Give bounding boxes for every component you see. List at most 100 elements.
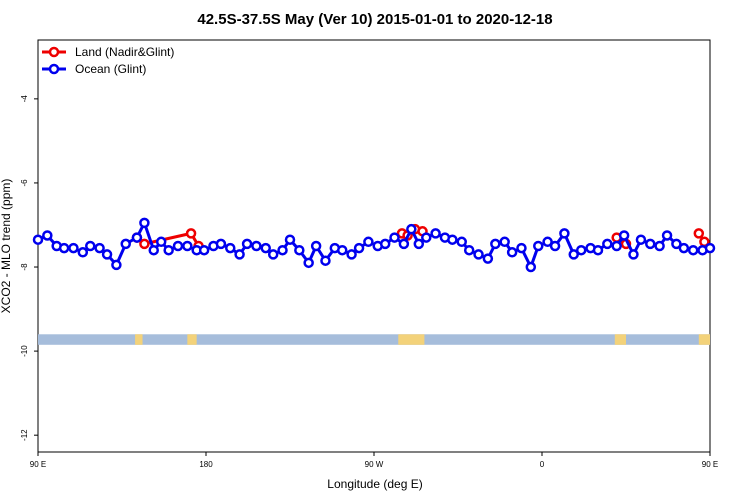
ocean-point	[525, 261, 537, 273]
x-tick-label: 90 E	[30, 460, 46, 469]
ocean-point	[241, 238, 253, 250]
ocean-point	[101, 249, 113, 260]
ocean-point	[131, 232, 143, 243]
ocean-point	[447, 234, 458, 245]
ocean-point	[592, 244, 604, 256]
ocean-point	[645, 238, 656, 250]
x-axis-label: Longitude (deg E)	[327, 477, 422, 491]
ocean-point	[421, 232, 432, 243]
ocean-point	[251, 240, 262, 252]
legend-marker-land	[48, 46, 60, 58]
legend: Land (Nadir&Glint) Ocean (Glint)	[42, 45, 174, 76]
land-band-segment	[187, 334, 197, 345]
ocean-point	[516, 242, 527, 254]
ocean-point	[575, 244, 587, 256]
ocean-point	[337, 244, 348, 256]
ocean-point	[413, 238, 425, 250]
legend-label-land: Land (Nadir&Glint)	[75, 45, 174, 59]
ocean-point	[94, 242, 105, 254]
ocean-point	[225, 242, 236, 254]
ocean-point	[172, 240, 184, 252]
legend-label-ocean: Ocean (Glint)	[75, 62, 146, 76]
ocean-point	[163, 244, 174, 256]
y-tick-label: -10	[20, 345, 29, 357]
y-axis-label: XCO2 - MLO trend (ppm)	[0, 179, 13, 314]
ocean-point	[353, 242, 365, 254]
ocean-point	[456, 236, 467, 248]
ocean-point	[310, 240, 322, 252]
ocean-point	[303, 257, 314, 269]
ocean-point	[661, 230, 673, 241]
ocean-point	[678, 242, 690, 254]
y-tick-label: -6	[20, 179, 29, 187]
ocean-point	[430, 228, 441, 239]
ocean-point	[618, 230, 630, 241]
land-band-segment	[135, 334, 143, 345]
ocean-point	[568, 249, 579, 260]
ocean-point	[499, 236, 510, 248]
ocean-point	[704, 242, 716, 254]
axes: 90 E 180 90 W 0 90 E -4 -6 -8 -10 -12	[20, 95, 718, 469]
ocean-point	[628, 249, 639, 260]
ocean-point	[85, 240, 96, 252]
ocean-band	[38, 334, 710, 345]
ocean-point	[406, 223, 417, 235]
ocean-point	[611, 240, 622, 252]
ocean-point	[277, 244, 288, 256]
series-layer	[32, 217, 716, 273]
ocean-point	[155, 236, 167, 248]
ocean-point	[542, 236, 553, 248]
x-tick-label: 90 E	[702, 460, 718, 469]
ocean-point	[346, 249, 357, 260]
legend-marker-ocean	[48, 63, 60, 75]
ocean-point	[111, 259, 122, 271]
ocean-point	[234, 249, 245, 260]
ocean-point	[294, 244, 305, 256]
land-point	[693, 228, 705, 239]
ocean-point	[260, 242, 271, 254]
x-tick-label: 90 W	[365, 460, 384, 469]
y-tick-label: -12	[20, 429, 29, 441]
ocean-point	[379, 238, 391, 250]
ocean-point	[687, 244, 699, 256]
ocean-point	[198, 244, 210, 256]
ocean-point	[284, 234, 296, 245]
ocean-point	[182, 240, 193, 252]
y-tick-label: -4	[20, 95, 29, 103]
ocean-point	[215, 238, 227, 250]
ocean-point	[267, 249, 279, 260]
ocean-point	[32, 234, 44, 245]
land-band-segment	[614, 334, 626, 345]
land-band-segment	[398, 334, 425, 345]
land-ocean-band	[38, 334, 710, 345]
x-tick-label: 180	[199, 460, 213, 469]
ocean-point	[398, 238, 410, 250]
ocean-point	[654, 240, 665, 252]
ocean-point	[490, 238, 501, 250]
ocean-point	[559, 228, 570, 239]
ocean-point	[549, 240, 561, 252]
ocean-point	[77, 247, 89, 258]
land-point	[185, 228, 197, 239]
ocean-point	[139, 217, 150, 229]
ocean-point	[389, 232, 400, 243]
ocean-point	[533, 240, 544, 252]
y-tick-label: -8	[20, 263, 29, 271]
ocean-point	[506, 247, 518, 258]
chart-title: 42.5S-37.5S May (Ver 10) 2015-01-01 to 2…	[197, 11, 552, 28]
ocean-point	[602, 238, 613, 250]
ocean-point	[42, 230, 53, 241]
ocean-point	[482, 253, 494, 264]
ocean-point	[320, 255, 331, 266]
ocean-point	[120, 238, 131, 250]
ocean-point	[473, 249, 484, 260]
x-tick-label: 0	[540, 460, 545, 469]
ocean-point	[58, 242, 70, 254]
ocean-point	[463, 244, 475, 256]
ocean-point	[363, 236, 374, 248]
ocean-point	[148, 244, 159, 256]
land-band-segment	[698, 334, 710, 345]
ocean-point	[671, 238, 682, 250]
ocean-point	[635, 234, 647, 245]
